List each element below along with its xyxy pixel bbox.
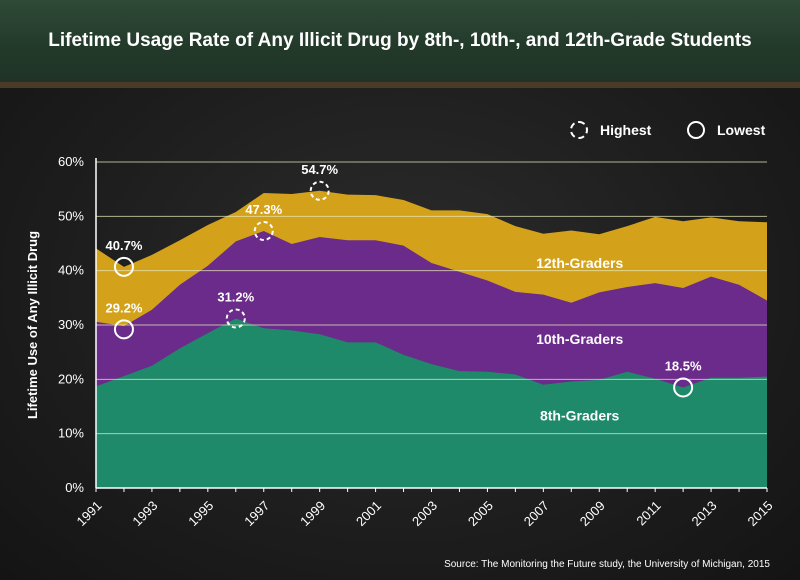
y-tick-label: 10% — [58, 426, 84, 441]
source-note: Source: The Monitoring the Future study,… — [444, 559, 770, 570]
highest-marker — [309, 180, 330, 201]
lowest-marker — [113, 256, 134, 277]
x-tick-label: 2007 — [521, 498, 552, 529]
x-tick-label: 2003 — [409, 498, 440, 529]
lowest-marker — [673, 377, 694, 398]
series-label: 12th-Graders — [536, 255, 623, 271]
highest-marker — [225, 308, 246, 329]
y-tick-label: 0% — [65, 480, 84, 495]
x-tick-label: 2011 — [633, 498, 663, 528]
legend-highest-label: Highest — [600, 122, 652, 138]
y-tick-label: 20% — [58, 371, 84, 386]
x-tick-label: 1997 — [241, 498, 272, 529]
series-label: 10th-Graders — [536, 331, 623, 347]
series-label: 8th-Graders — [540, 408, 620, 424]
y-tick-label: 30% — [58, 317, 84, 332]
x-tick-label: 1991 — [73, 498, 104, 529]
x-tick-label: 2009 — [577, 498, 608, 529]
x-tick-label: 2015 — [744, 498, 775, 529]
legend-lowest-label: Lowest — [717, 122, 766, 138]
lowest-marker — [113, 319, 134, 340]
annotation-label: 18.5% — [665, 358, 702, 373]
dashed-circle-icon — [570, 121, 588, 139]
title-banner: Lifetime Usage Rate of Any Illicit Drug … — [0, 0, 800, 88]
x-tick-label: 2005 — [465, 498, 496, 529]
y-tick-label: 50% — [58, 208, 84, 223]
x-tick-label: 2001 — [353, 498, 384, 529]
x-tick-label: 1999 — [297, 498, 328, 529]
annotation-label: 31.2% — [217, 289, 254, 304]
solid-circle-icon — [687, 121, 705, 139]
annotation-label: 29.2% — [106, 300, 143, 315]
highest-marker — [253, 221, 274, 242]
x-tick-label: 1995 — [185, 498, 216, 529]
x-tick-label: 2013 — [689, 498, 720, 529]
y-tick-label: 60% — [58, 154, 84, 169]
legend-highest: Highest — [570, 120, 651, 140]
y-axis-title: Lifetime Use of Any Illicit Drug — [25, 231, 40, 419]
annotation-label: 40.7% — [106, 238, 143, 253]
x-tick-label: 1993 — [129, 498, 160, 529]
chart-title: Lifetime Usage Rate of Any Illicit Drug … — [48, 30, 752, 51]
y-tick-label: 40% — [58, 263, 84, 278]
series-area-2 — [96, 318, 767, 488]
annotation-label: 47.3% — [245, 202, 282, 217]
legend-lowest: Lowest — [687, 120, 765, 140]
annotation-label: 54.7% — [301, 162, 338, 177]
